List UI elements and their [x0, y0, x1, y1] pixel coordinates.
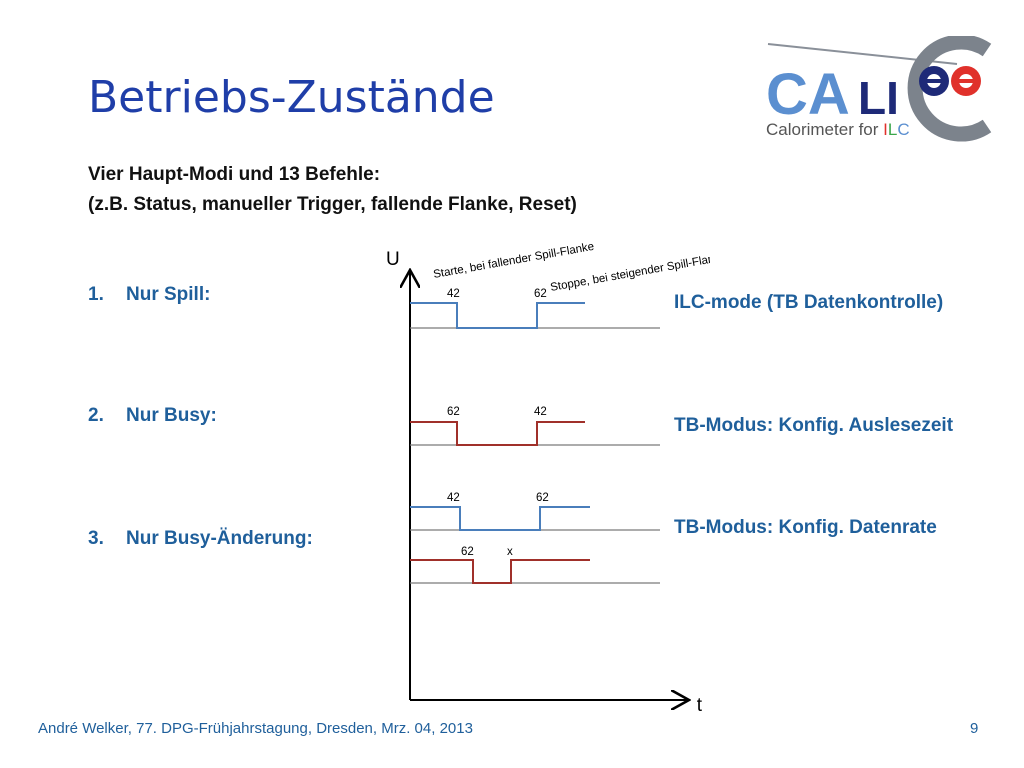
intro-line-2: (z.B. Status, manueller Trigger, fallend… — [88, 194, 577, 215]
signal-1-right-value: 62 — [534, 288, 547, 300]
logo-tagline-text: Calorimeter for — [766, 120, 884, 139]
y-axis-label: U — [386, 249, 400, 270]
logo-tagline-i: I — [883, 120, 888, 139]
intro-text: Vier Haupt-Modi und 13 Befehle: (z.B. St… — [88, 160, 577, 220]
mode-number: 3. — [88, 528, 104, 549]
signal-1-left-value: 42 — [447, 288, 460, 300]
signal-2-right-value: 42 — [534, 406, 547, 418]
signal-trace-2 — [410, 421, 585, 446]
signal-3-right-value: 62 — [536, 492, 549, 504]
signal-3-left-value: 42 — [447, 492, 460, 504]
mode-label: Nur Busy: — [126, 405, 217, 426]
annotation-start: Starte, bei fallender Spill-Flanke — [432, 241, 595, 281]
signal-trace-1 — [410, 302, 585, 329]
x-axis-label: t — [697, 695, 703, 716]
footer-author-event: André Welker, 77. DPG-Frühjahrstagung, D… — [38, 720, 473, 737]
mode-item-2: 2. Nur Busy: — [88, 405, 217, 427]
calice-logo-graphic: CA LI — [766, 34, 992, 142]
mode-description-2: TB-Modus: Konfig. Auslesezeit — [674, 415, 954, 436]
calice-logo: CA LI — [762, 34, 1002, 146]
signal-2-left-value: 62 — [447, 406, 460, 418]
mode-number: 2. — [88, 405, 104, 426]
mode-label: Nur Busy-Änderung: — [126, 528, 313, 549]
signal-4-left-value: 62 — [461, 546, 474, 558]
page-number: 9 — [970, 720, 979, 737]
logo-tagline: Calorimeter for ILC — [766, 120, 910, 140]
logo-tagline-c: C — [897, 120, 910, 139]
timing-diagram: U t Starte, bei fallender Spill-Flanke S… — [386, 241, 710, 716]
annotation-stop: Stoppe, bei steigender Spill-Flanke — [549, 251, 710, 294]
signal-trace-3 — [410, 506, 590, 531]
logo-wordmark-li: LI — [858, 72, 899, 124]
mode-number: 1. — [88, 284, 104, 305]
logo-tagline-l: L — [887, 120, 898, 139]
mode-label: Nur Spill: — [126, 284, 211, 305]
mode-item-3: 3. Nur Busy-Änderung: — [88, 528, 313, 550]
logo-wordmark-ca: CA — [766, 62, 850, 127]
signal-trace-4 — [410, 559, 590, 584]
mode-description-3: TB-Modus: Konfig. Datenrate — [674, 517, 937, 538]
intro-line-1: Vier Haupt-Modi und 13 Befehle: — [88, 164, 381, 185]
slide-title: Betriebs-Zustände — [88, 72, 495, 123]
mode-description-1: ILC-mode (TB Datenkontrolle) — [674, 292, 944, 313]
mode-item-1: 1. Nur Spill: — [88, 284, 210, 306]
signal-4-right-value: x — [507, 546, 513, 558]
